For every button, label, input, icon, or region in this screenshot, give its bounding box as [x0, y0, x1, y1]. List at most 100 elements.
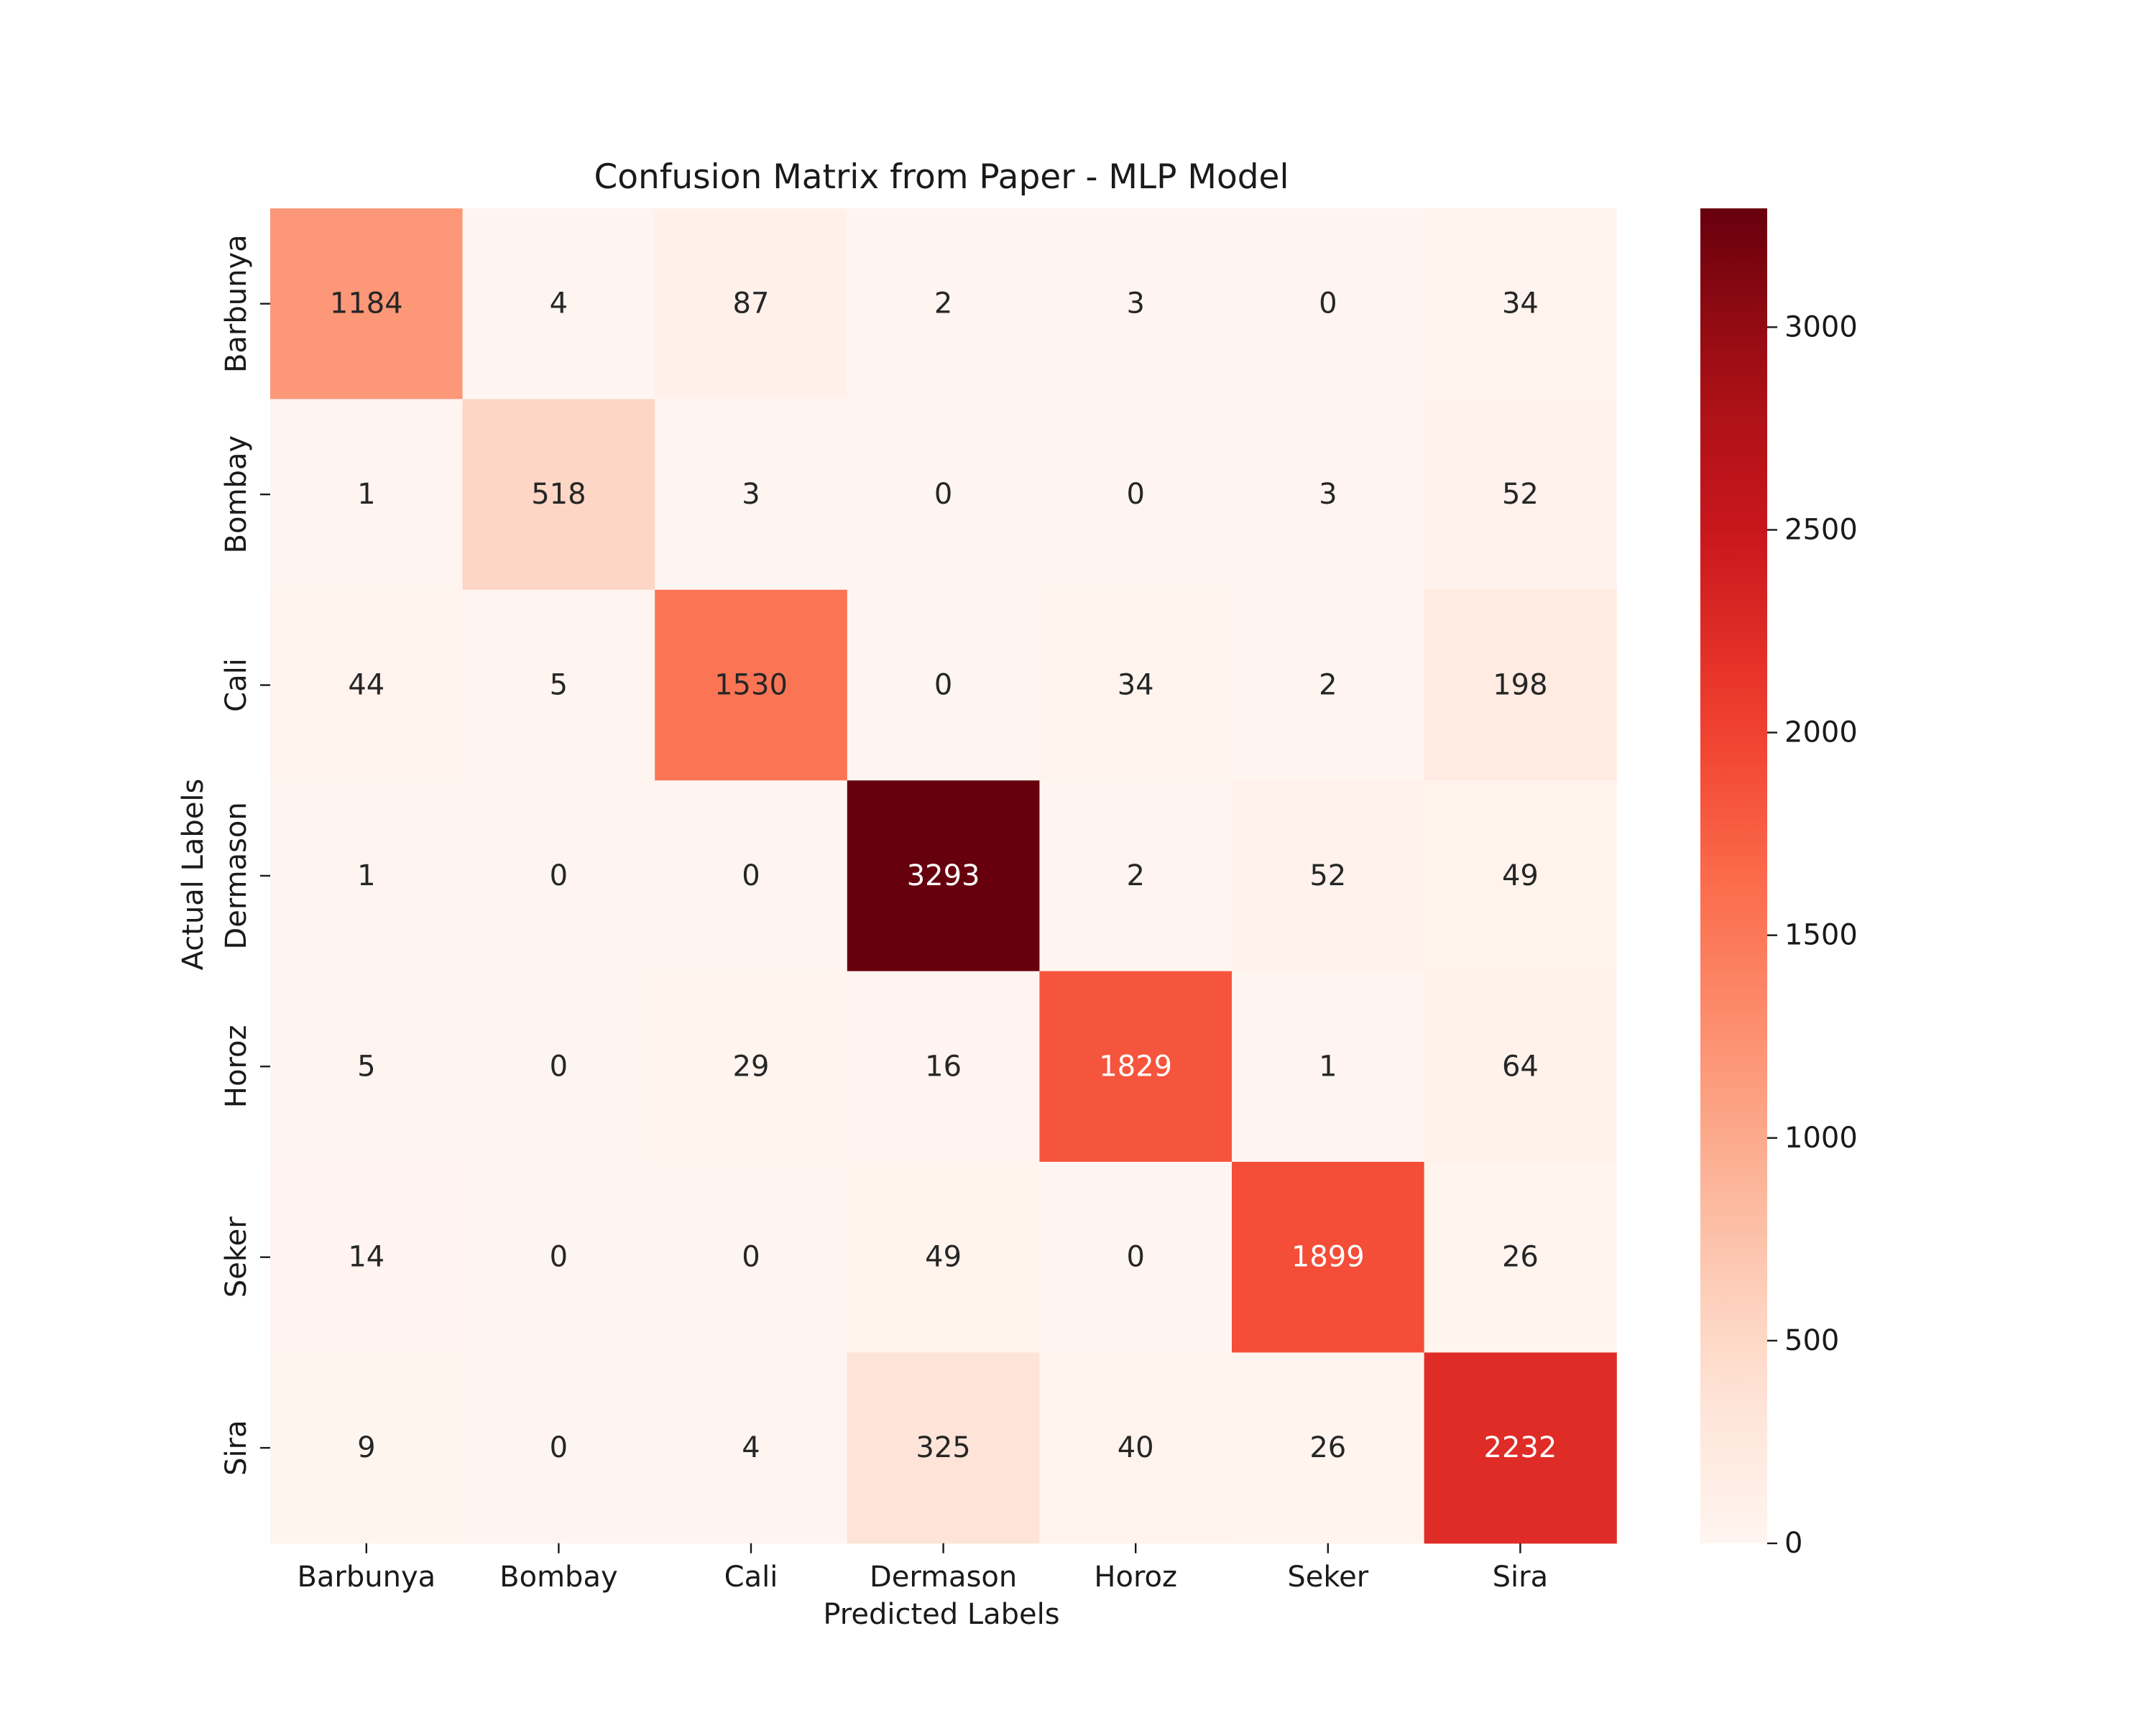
- x-axis-label: Predicted Labels: [823, 1598, 1059, 1631]
- cell-value-label: 0: [934, 478, 952, 511]
- cell-value-label: 2: [1126, 859, 1144, 892]
- colorbar-tick-label: 2000: [1784, 716, 1858, 749]
- heatmap-cell: [270, 1162, 464, 1353]
- y-tick-label: Sira: [220, 1420, 253, 1475]
- heatmap-cell: [1424, 1162, 1617, 1353]
- heatmap-cell: [270, 589, 464, 781]
- x-axis: Barbunya Bombay Cali Dermason Horoz Seker Sira: [297, 1543, 1548, 1594]
- heatmap-cell: [1424, 399, 1617, 591]
- colorbar-tick-label: 0: [1784, 1527, 1802, 1560]
- cell-value-label: 26: [1502, 1241, 1539, 1274]
- colorbar-tick-label: 1500: [1784, 919, 1858, 952]
- heatmap-cell: [270, 780, 464, 972]
- cell-value-label: 1530: [714, 669, 788, 702]
- cell-value-label: 0: [934, 669, 952, 702]
- heatmap-cell: [1232, 399, 1425, 591]
- cell-value-label: 0: [1319, 287, 1337, 320]
- heatmap-cell: [270, 971, 464, 1163]
- cell-value-label: 3: [1319, 478, 1337, 511]
- heatmap-cell: [462, 208, 655, 399]
- x-tick-label: Barbunya: [297, 1561, 436, 1594]
- y-tick-label: Barbunya: [220, 234, 253, 373]
- heatmap-cell: [847, 589, 1040, 781]
- heatmap-cell: [1232, 1352, 1425, 1544]
- heatmap-cell: [655, 780, 848, 972]
- heatmap-cell: [462, 589, 655, 781]
- colorbar-fill: [1700, 208, 1767, 1543]
- cell-value-label: 34: [1502, 287, 1539, 320]
- cell-value-label: 0: [742, 859, 760, 892]
- cell-value-label: 1184: [330, 287, 403, 320]
- cell-value-label: 29: [733, 1050, 770, 1083]
- cell-value-label: 1: [1319, 1050, 1337, 1083]
- heatmap-cell: [1039, 1162, 1233, 1353]
- x-tick-label: Horoz: [1094, 1561, 1177, 1594]
- heatmap-cell: [270, 208, 464, 399]
- x-tick-label: Seker: [1287, 1561, 1368, 1594]
- cell-value-label: 0: [550, 1241, 568, 1274]
- cell-value-label: 49: [1502, 859, 1539, 892]
- cell-value-label: 0: [550, 1050, 568, 1083]
- cell-value-label: 52: [1309, 859, 1346, 892]
- colorbar-tick-label: 500: [1784, 1324, 1839, 1357]
- x-tick-label: Cali: [724, 1561, 778, 1594]
- cell-value-label: 1899: [1291, 1241, 1365, 1274]
- y-axis-label: Actual Labels: [177, 779, 210, 971]
- cell-value-label: 1829: [1099, 1050, 1172, 1083]
- x-tick-label: Bombay: [499, 1561, 617, 1594]
- cell-value-label: 0: [1126, 478, 1144, 511]
- colorbar-tick-label: 2500: [1784, 513, 1858, 546]
- cell-value-label: 49: [925, 1241, 962, 1274]
- heatmap-cell: [1232, 971, 1425, 1163]
- heatmap-cell: [270, 1352, 464, 1544]
- y-tick-label: Horoz: [220, 1025, 253, 1109]
- cell-value-label: 0: [1126, 1241, 1144, 1274]
- cell-value-label: 325: [916, 1431, 970, 1464]
- cell-value-label: 2: [1319, 669, 1337, 702]
- heatmap-cell: [655, 589, 848, 781]
- heatmap-cell: [1424, 780, 1617, 972]
- heatmap-cell: [847, 1162, 1040, 1353]
- heatmap-cell: [1232, 780, 1425, 972]
- cell-value-label: 3293: [907, 859, 980, 892]
- heatmap-cell: [462, 399, 655, 591]
- cell-value-label: 0: [550, 1431, 568, 1464]
- heatmap-cell: [1424, 971, 1617, 1163]
- heatmap-cell: [462, 1352, 655, 1544]
- cell-value-label: 9: [357, 1431, 375, 1464]
- y-tick-label: Cali: [220, 658, 253, 712]
- cell-value-label: 2: [934, 287, 952, 320]
- heatmap-cell: [1039, 399, 1233, 591]
- cell-value-label: 3: [1126, 287, 1144, 320]
- cell-value-label: 52: [1502, 478, 1539, 511]
- y-tick-label: Seker: [220, 1216, 253, 1298]
- x-tick-label: Dermason: [870, 1561, 1017, 1594]
- colorbar-tick-label: 3000: [1784, 310, 1858, 343]
- heatmap-cell: [655, 1162, 848, 1353]
- heatmap-cell: [1424, 1352, 1617, 1544]
- heatmap-cell: [847, 399, 1040, 591]
- cell-value-label: 26: [1309, 1431, 1346, 1464]
- cell-value-label: 0: [742, 1241, 760, 1274]
- heatmap-cell: [847, 971, 1040, 1163]
- cell-value-label: 64: [1502, 1050, 1539, 1083]
- cell-value-label: 40: [1118, 1431, 1154, 1464]
- y-tick-label: Dermason: [220, 802, 253, 949]
- cell-value-label: 0: [550, 859, 568, 892]
- cell-value-label: 14: [348, 1241, 384, 1274]
- x-tick-label: Sira: [1493, 1561, 1548, 1594]
- heatmap-cell: [655, 208, 848, 399]
- cell-value-label: 518: [531, 478, 586, 511]
- heatmap-cell: [655, 399, 848, 591]
- cell-value-label: 44: [348, 669, 384, 702]
- colorbar: 0 500 1000 1500 2000 2500 3000: [1700, 208, 1858, 1560]
- heatmap-cell: [655, 1352, 848, 1544]
- heatmap-cell: [1424, 208, 1617, 399]
- heatmap-cell: [847, 780, 1040, 972]
- cell-value-label: 34: [1118, 669, 1154, 702]
- heatmap-cell: [1039, 208, 1233, 399]
- cell-value-label: 198: [1493, 669, 1547, 702]
